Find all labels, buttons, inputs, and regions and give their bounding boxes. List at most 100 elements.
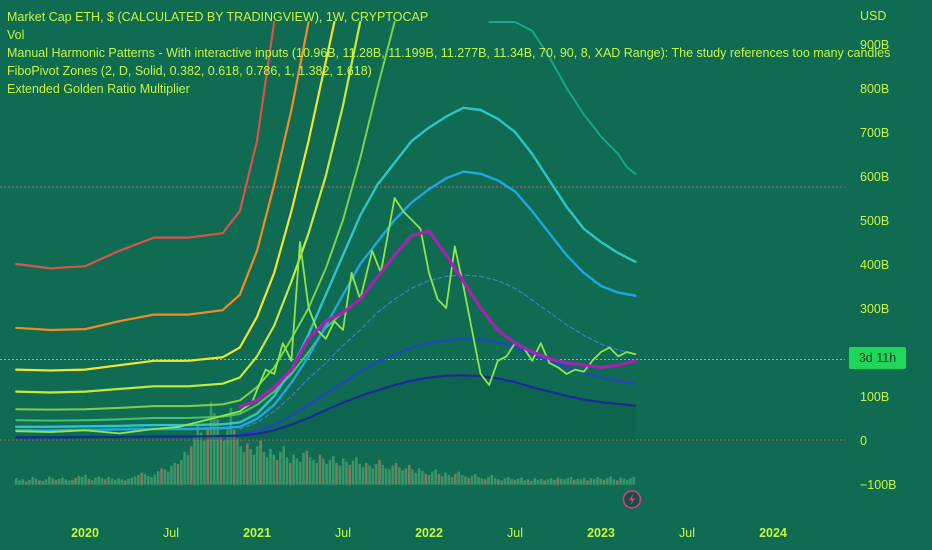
volume-bar xyxy=(196,424,200,485)
volume-bar xyxy=(401,470,404,485)
volume-bar xyxy=(539,478,543,485)
price-tick-label: 400B xyxy=(860,258,889,272)
volume-bar xyxy=(444,472,447,485)
band_orange-line xyxy=(15,20,310,332)
volume-bar xyxy=(302,452,305,485)
volume-bar xyxy=(34,478,38,485)
legend-main-series[interactable]: Market Cap ETH, $ (CALCULATED BY TRADING… xyxy=(7,10,429,24)
price-tick-label: 100B xyxy=(860,390,889,404)
price-tick-label: −100B xyxy=(860,478,897,492)
navy-band-area xyxy=(16,375,636,440)
price-tick-label: 0 xyxy=(860,434,867,448)
volume-bar xyxy=(391,465,394,485)
volume-bar xyxy=(133,476,137,485)
volume-bar xyxy=(493,478,497,485)
volume-bar xyxy=(355,457,358,485)
volume-bar xyxy=(500,480,503,485)
volume-bar xyxy=(586,480,589,485)
currency-label[interactable]: USD xyxy=(860,9,887,23)
volume-bar xyxy=(186,454,190,485)
volume-bar xyxy=(530,480,533,485)
volume-bar xyxy=(143,473,147,485)
volume-bar xyxy=(292,454,295,485)
volume-bar xyxy=(549,478,553,485)
time-tick-label: Jul xyxy=(335,526,351,540)
volume-bar xyxy=(305,450,309,485)
volume-bar xyxy=(239,446,243,485)
volume-bar xyxy=(559,478,563,485)
legend-golden-ratio[interactable]: Extended Golden Ratio Multiplier xyxy=(7,82,190,96)
volume-bar xyxy=(487,476,490,485)
volume-bar xyxy=(612,479,616,485)
volume-bar xyxy=(57,478,61,485)
volume-bar xyxy=(84,474,87,485)
volume-bar xyxy=(351,460,355,485)
legend-fibopivot[interactable]: FiboPivot Zones (2, D, Solid, 0.382, 0.6… xyxy=(7,64,372,78)
time-tick-label: 2024 xyxy=(759,526,787,540)
volume-bar xyxy=(407,465,411,485)
band_sky-line xyxy=(15,170,637,432)
legend-harmonic-patterns[interactable]: Manual Harmonic Patterns - With interact… xyxy=(7,46,891,60)
volume-bar xyxy=(609,476,612,485)
volume-bar xyxy=(592,479,596,485)
volume-bar xyxy=(28,479,31,485)
volume-bar xyxy=(236,438,239,485)
volume-bar xyxy=(90,479,94,485)
volume-bar xyxy=(41,480,44,485)
volume-bar xyxy=(183,451,186,485)
volume-bar xyxy=(315,462,319,485)
time-tick-label: 2021 xyxy=(243,526,271,540)
volume-bar xyxy=(520,477,523,485)
volume-bar xyxy=(209,402,213,485)
volume-bar xyxy=(31,477,35,485)
volume-bar xyxy=(388,469,391,485)
volume-bar xyxy=(282,446,285,485)
volume-bar xyxy=(176,463,180,485)
volume-bar xyxy=(473,473,477,485)
band_navy-line xyxy=(15,374,637,439)
volume-bar xyxy=(513,479,517,485)
volume-bar xyxy=(566,478,570,485)
time-tick-label: 2020 xyxy=(71,526,99,540)
band_teal_dark-line xyxy=(488,21,637,175)
volume-bar xyxy=(506,477,510,485)
volume-bar xyxy=(216,418,219,485)
volume-bar xyxy=(437,473,441,485)
volume-bar xyxy=(543,480,546,485)
volume-bar xyxy=(272,454,276,485)
volume-bar xyxy=(536,479,540,485)
volume-bar xyxy=(213,413,216,485)
volume-bar xyxy=(404,468,408,485)
volume-bar xyxy=(166,471,170,485)
volume-bar xyxy=(123,480,127,485)
volume-bar xyxy=(553,479,556,485)
volume-bar xyxy=(47,476,51,485)
volume-bar xyxy=(156,471,160,485)
volume-bar xyxy=(97,476,101,485)
lightning-icon[interactable] xyxy=(622,490,642,509)
volume-bar xyxy=(199,432,203,485)
volume-bar xyxy=(137,474,140,485)
volume-bar xyxy=(87,478,91,485)
volume-bar xyxy=(146,476,150,485)
volume-bar xyxy=(414,472,418,485)
volume-bar xyxy=(381,465,385,485)
volume-bar xyxy=(579,479,583,485)
volume-bar xyxy=(364,462,368,485)
volume-bar xyxy=(457,471,461,485)
volume-bar xyxy=(318,454,322,485)
volume-bar xyxy=(100,478,104,485)
legend-volume[interactable]: Vol xyxy=(7,28,25,42)
volume-bar xyxy=(308,457,312,485)
volume-bar xyxy=(94,477,97,485)
band_lime-line xyxy=(15,20,362,394)
band_royal-line xyxy=(238,337,637,436)
price-tick-label: 800B xyxy=(860,82,889,96)
band_yellow-line xyxy=(15,20,336,372)
volume-bar xyxy=(153,474,157,485)
volume-bar xyxy=(447,474,451,485)
volume-bar xyxy=(275,460,279,485)
volume-bar xyxy=(80,477,84,485)
